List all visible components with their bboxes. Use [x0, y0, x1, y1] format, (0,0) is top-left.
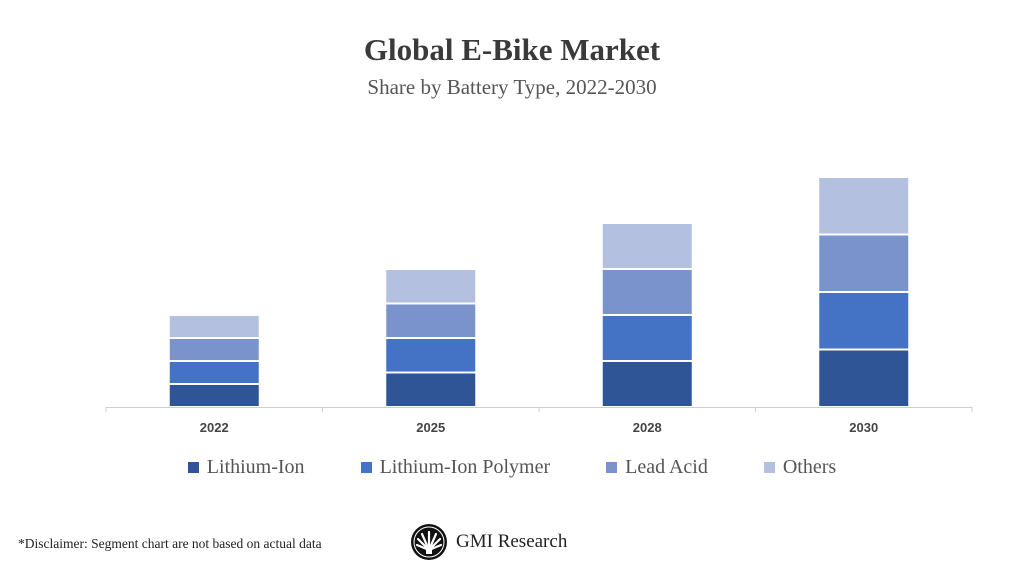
bar-2030-lead-acid	[817, 233, 911, 293]
legend-label: Lithium-Ion Polymer	[379, 456, 551, 478]
bar-2022-lithium-ion	[167, 383, 261, 408]
legend-item: Lithium-Ion	[187, 456, 305, 479]
bar-2028-lithium-ion	[600, 360, 694, 408]
legend-swatch	[360, 462, 372, 473]
legend: Lithium-Ion Lithium-Ion Polymer Lead Acid O…	[0, 456, 1024, 479]
bar-2025-lead-acid	[384, 302, 478, 339]
bar-2025-others	[384, 268, 478, 305]
gmi-logo-icon	[411, 524, 447, 560]
bar-2022-others	[167, 314, 261, 339]
bar-2025-lithium-ion-polymer	[384, 337, 478, 374]
x-tick-label: 2022	[200, 420, 229, 435]
bar-2030-lithium-ion-polymer	[817, 291, 911, 351]
x-tick-label: 2028	[633, 420, 662, 435]
bar-2025-lithium-ion	[384, 371, 478, 408]
chart-title: Global E-Bike Market	[363, 32, 661, 67]
bar-2030-others	[817, 176, 911, 236]
bar-2028-lead-acid	[600, 268, 694, 316]
legend-item: Others	[763, 456, 837, 479]
legend-swatch	[606, 462, 618, 473]
legend-label: Lead Acid	[625, 456, 708, 478]
bar-2028-others	[600, 222, 694, 270]
disclaimer: *Disclaimer: Segment chart are not based…	[18, 536, 322, 551]
legend-label: Others	[782, 456, 837, 478]
x-tick-label: 2030	[849, 420, 878, 435]
legend-swatch	[187, 462, 199, 473]
legend-label: Lithium-Ion	[206, 456, 305, 478]
legend-swatch	[763, 462, 775, 473]
x-tick-label: 2025	[416, 420, 445, 435]
bar-2028-lithium-ion-polymer	[600, 314, 694, 362]
brand: GMI Research	[410, 523, 567, 561]
bar-2030-lithium-ion	[817, 348, 911, 408]
bar-2022-lithium-ion-polymer	[167, 360, 261, 385]
legend-item: Lithium-Ion Polymer	[360, 456, 551, 479]
brand-name: GMI Research	[456, 531, 568, 552]
stacked-bar-chart: 2022 2025 2028 2030	[105, 176, 973, 435]
bar-2022-lead-acid	[167, 337, 261, 362]
legend-item: Lead Acid	[606, 456, 708, 479]
chart-subtitle: Share by Battery Type, 2022-2030	[367, 75, 657, 99]
